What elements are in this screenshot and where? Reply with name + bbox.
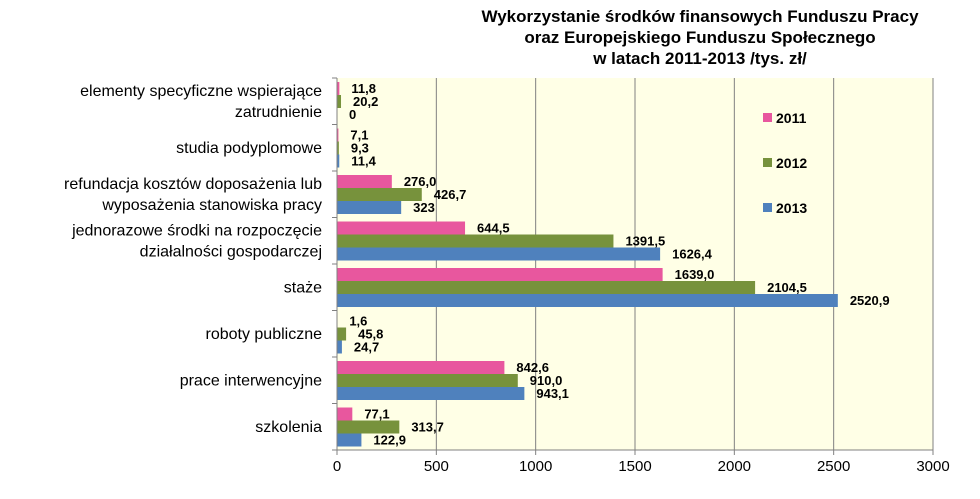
category-label: elementy specyficzne wspierające — [80, 83, 322, 100]
bar-2011 — [337, 407, 353, 421]
data-label: 426,7 — [434, 187, 467, 202]
bar-2011 — [337, 128, 339, 142]
category-label: wyposażenia stanowiska pracy — [101, 197, 322, 214]
x-tick-label: 0 — [333, 458, 341, 475]
data-label: 2520,9 — [850, 293, 890, 308]
chart-title-line-3: w latach 2011-2013 /tys. zł/ — [593, 49, 807, 68]
legend-label-2012: 2012 — [776, 155, 807, 171]
data-label: 45,8 — [358, 327, 383, 342]
bar-2013 — [337, 433, 362, 447]
category-label: jednorazowe środki na rozpoczęcie — [71, 222, 322, 239]
legend-label-2011: 2011 — [776, 110, 807, 126]
data-label: 1626,4 — [672, 247, 713, 262]
data-label: 276,0 — [404, 174, 437, 189]
bar-2012 — [337, 188, 422, 201]
data-label: 11,8 — [351, 81, 376, 96]
data-label: 11,4 — [351, 154, 376, 169]
legend-label-2013: 2013 — [776, 200, 807, 216]
data-label: 644,5 — [477, 221, 510, 236]
bar-2013 — [337, 340, 342, 354]
data-label: 1,6 — [349, 314, 367, 329]
bar-2013 — [337, 201, 402, 214]
data-label: 24,7 — [354, 340, 379, 355]
data-label: 842,6 — [516, 360, 549, 375]
bar-2012 — [337, 95, 342, 108]
bar-2013 — [337, 154, 340, 168]
bar-2011 — [337, 82, 340, 95]
bar-2012 — [337, 141, 339, 155]
data-label: 77,1 — [364, 407, 389, 422]
bar-2013 — [337, 294, 838, 307]
bar-2012 — [337, 374, 518, 387]
x-tick-label: 1500 — [618, 458, 651, 475]
x-tick-label: 3000 — [916, 458, 949, 475]
data-label: 9,3 — [351, 141, 369, 156]
legend-swatch-2012 — [763, 158, 772, 167]
category-label: prace interwencyjne — [180, 372, 322, 389]
bar-2011 — [337, 221, 466, 235]
category-label: refundacja kosztów doposażenia lub — [64, 176, 322, 193]
bar-2011 — [337, 268, 663, 281]
data-label: 1391,5 — [625, 234, 665, 249]
category-label: zatrudnienie — [235, 104, 322, 121]
category-label: roboty publiczne — [205, 326, 322, 343]
data-label: 20,2 — [353, 94, 378, 109]
bar-2011 — [337, 175, 392, 188]
data-label: 313,7 — [411, 420, 444, 435]
data-label: 7,1 — [350, 128, 368, 143]
category-label: szkolenia — [255, 419, 322, 436]
bar-2012 — [337, 281, 756, 294]
category-label: studia podyplomowe — [176, 140, 322, 157]
chart-title: Wykorzystanie środków finansowych Fundus… — [420, 6, 980, 69]
bar-2013 — [337, 247, 661, 261]
category-label: działalności gospodarczej — [140, 243, 322, 260]
data-label: 122,9 — [373, 433, 406, 448]
x-tick-label: 2500 — [817, 458, 850, 475]
chart-title-line-1: Wykorzystanie środków finansowych Fundus… — [481, 7, 919, 26]
data-label: 1639,0 — [675, 267, 715, 282]
data-label: 0 — [349, 107, 356, 122]
x-tick-label: 500 — [424, 458, 449, 475]
bar-2012 — [337, 420, 400, 434]
x-tick-label: 2000 — [718, 458, 751, 475]
bar-2012 — [337, 234, 614, 248]
legend-swatch-2013 — [763, 203, 772, 212]
x-tick-label: 1000 — [519, 458, 552, 475]
data-label: 910,0 — [530, 373, 563, 388]
data-label: 323 — [413, 200, 435, 215]
data-label: 2104,5 — [767, 280, 807, 295]
legend-swatch-2011 — [763, 113, 772, 122]
data-label: 943,1 — [536, 386, 569, 401]
bar-2011 — [337, 361, 505, 374]
chart-title-line-2: oraz Europejskiego Funduszu Społecznego — [524, 28, 876, 47]
category-label: staże — [284, 279, 322, 296]
bar-2012 — [337, 327, 347, 341]
bar-2013 — [337, 387, 525, 400]
